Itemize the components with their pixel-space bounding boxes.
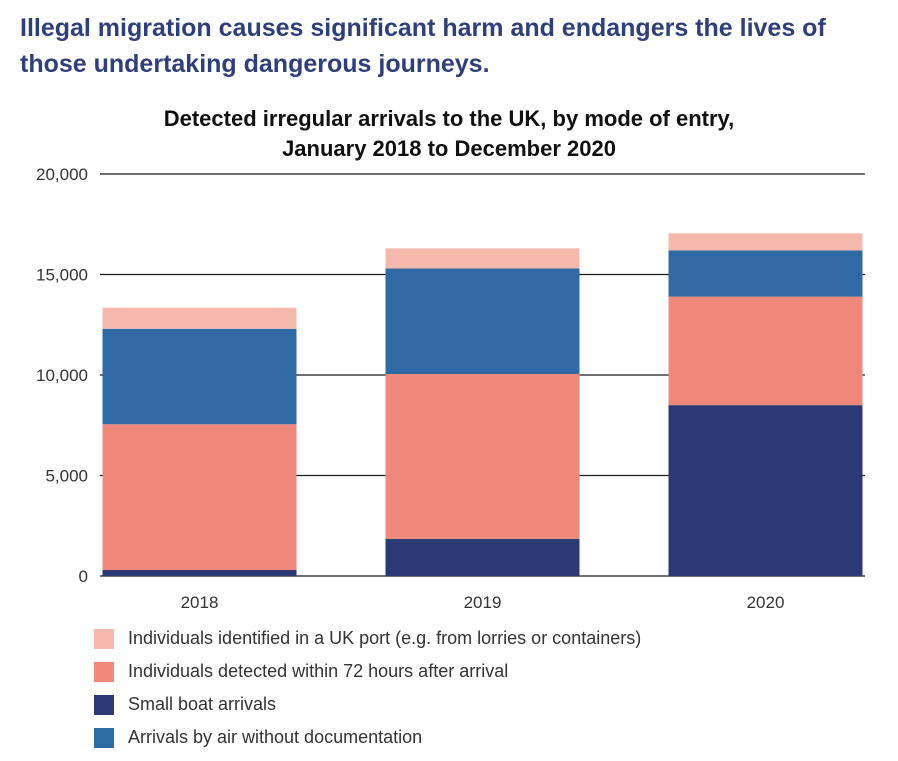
chart-title-line-2: January 2018 to December 2020	[282, 136, 616, 161]
y-tick-label: 15,000	[36, 266, 88, 285]
bar-stack-2018	[102, 307, 297, 576]
legend-label: Small boat arrivals	[128, 694, 277, 714]
legend-item: Individuals detected within 72 hours aft…	[94, 655, 641, 688]
y-tick-label: 0	[79, 567, 88, 586]
x-tick-labels: 2018 2019 2020	[181, 593, 785, 612]
bars	[102, 233, 863, 576]
bar-segment	[668, 405, 863, 576]
legend-label: Individuals detected within 72 hours aft…	[128, 661, 509, 681]
legend: Individuals identified in a UK port (e.g…	[94, 622, 641, 754]
legend-swatch	[94, 661, 114, 682]
bar-stack-2020	[668, 233, 863, 576]
bar-segment	[102, 328, 297, 425]
chart-title-line-1: Detected irregular arrivals to the UK, b…	[163, 106, 735, 131]
bar-stack-2019	[385, 248, 580, 576]
x-tick-label: 2019	[464, 593, 502, 612]
x-tick-label: 2020	[747, 593, 785, 612]
y-tick-label: 10,000	[36, 366, 88, 385]
bar-segment	[385, 248, 580, 269]
bar-segment	[668, 296, 863, 406]
legend-swatch	[94, 628, 114, 649]
y-tick-label: 5,000	[45, 467, 88, 486]
legend-item: Arrivals by air without documentation	[94, 721, 641, 754]
stacked-bar-chart: 0 5,000 10,000 15,000 20,000 2018 2019 2020	[36, 165, 865, 612]
bar-segment	[102, 307, 297, 329]
legend-item: Small boat arrivals	[94, 688, 641, 721]
headline: Illegal migration causes significant har…	[20, 14, 826, 78]
legend-swatch	[94, 694, 114, 715]
bar-segment	[385, 373, 580, 539]
x-tick-label: 2018	[181, 593, 219, 612]
bar-segment	[668, 233, 863, 251]
bar-segment	[102, 569, 297, 576]
y-tick-label: 20,000	[36, 165, 88, 184]
chart-title: Detected irregular arrivals to the UK, b…	[0, 104, 898, 164]
y-tick-labels: 0 5,000 10,000 15,000 20,000	[36, 165, 88, 586]
legend-label: Individuals identified in a UK port (e.g…	[128, 628, 642, 648]
legend-label: Arrivals by air without documentation	[128, 727, 423, 747]
legend-swatch	[94, 727, 114, 748]
bar-segment	[385, 538, 580, 576]
bar-segment	[668, 250, 863, 297]
bar-segment	[385, 268, 580, 374]
bar-segment	[102, 424, 297, 570]
legend-item: Individuals identified in a UK port (e.g…	[94, 622, 641, 655]
